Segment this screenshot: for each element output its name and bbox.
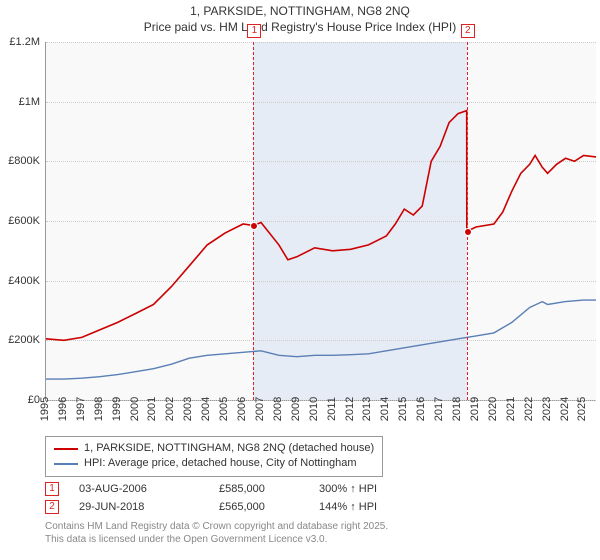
x-tick-label: 2012	[344, 394, 356, 424]
series-svg	[46, 42, 596, 400]
x-tick-label: 1995	[39, 394, 51, 424]
plot-background: 12	[45, 42, 596, 401]
x-tick-label: 2018	[451, 394, 463, 424]
title-line-2: Price paid vs. HM Land Registry's House …	[0, 20, 600, 36]
sales-row: 1 03-AUG-2006 £585,000 300% ↑ HPI	[45, 480, 419, 498]
x-tick-label: 2016	[415, 394, 427, 424]
x-tick-label: 2000	[129, 394, 141, 424]
series-hpi	[46, 300, 596, 379]
title-line-1: 1, PARKSIDE, NOTTINGHAM, NG8 2NQ	[0, 4, 600, 20]
marker-dot	[250, 222, 258, 230]
title-block: 1, PARKSIDE, NOTTINGHAM, NG8 2NQ Price p…	[0, 0, 600, 35]
x-tick-label: 1998	[93, 394, 105, 424]
x-tick-label: 1996	[57, 394, 69, 424]
sale-marker-badge: 2	[45, 500, 59, 514]
series-price_paid	[46, 111, 596, 341]
x-tick-label: 2017	[433, 394, 445, 424]
x-tick-label: 2021	[505, 394, 517, 424]
x-tick-label: 2009	[290, 394, 302, 424]
x-tick-label: 2023	[541, 394, 553, 424]
legend-label: 1, PARKSIDE, NOTTINGHAM, NG8 2NQ (detach…	[84, 441, 374, 456]
y-tick-label: £600K	[0, 215, 40, 227]
x-tick-label: 1999	[111, 394, 123, 424]
footer: Contains HM Land Registry data © Crown c…	[45, 520, 388, 546]
marker-vline	[467, 42, 468, 400]
y-tick-label: £0	[0, 394, 40, 406]
sales-table: 1 03-AUG-2006 £585,000 300% ↑ HPI 2 29-J…	[45, 480, 419, 516]
sale-marker-badge: 1	[45, 482, 59, 496]
x-tick-label: 2003	[182, 394, 194, 424]
x-tick-label: 2005	[218, 394, 230, 424]
sales-row: 2 29-JUN-2018 £565,000 144% ↑ HPI	[45, 498, 419, 516]
x-tick-label: 2010	[308, 394, 320, 424]
marker-label-box: 2	[461, 24, 475, 38]
sale-delta: 300% ↑ HPI	[319, 483, 419, 495]
legend-swatch	[54, 463, 78, 465]
x-tick-label: 2008	[272, 394, 284, 424]
sale-price: £585,000	[219, 483, 299, 495]
sale-price: £565,000	[219, 501, 299, 513]
sale-date: 03-AUG-2006	[79, 483, 199, 495]
x-tick-label: 1997	[75, 394, 87, 424]
legend-item: HPI: Average price, detached house, City…	[54, 456, 374, 471]
x-tick-label: 2004	[200, 394, 212, 424]
x-tick-label: 2024	[559, 394, 571, 424]
x-tick-label: 2019	[469, 394, 481, 424]
x-tick-label: 2020	[487, 394, 499, 424]
x-tick-label: 2011	[326, 394, 338, 424]
y-tick-label: £1M	[0, 96, 40, 108]
legend-label: HPI: Average price, detached house, City…	[84, 456, 357, 471]
y-tick-label: £400K	[0, 275, 40, 287]
x-tick-label: 2013	[361, 394, 373, 424]
chart-area: 12 £0£200K£400K£600K£800K£1M£1.2M 199519…	[45, 42, 595, 400]
y-tick-label: £1.2M	[0, 36, 40, 48]
legend: 1, PARKSIDE, NOTTINGHAM, NG8 2NQ (detach…	[45, 436, 383, 477]
x-tick-label: 2006	[236, 394, 248, 424]
x-tick-label: 2015	[397, 394, 409, 424]
y-tick-label: £800K	[0, 155, 40, 167]
chart-container: 1, PARKSIDE, NOTTINGHAM, NG8 2NQ Price p…	[0, 0, 600, 560]
y-tick-label: £200K	[0, 334, 40, 346]
legend-swatch	[54, 448, 78, 450]
x-tick-label: 2007	[254, 394, 266, 424]
x-tick-label: 2002	[164, 394, 176, 424]
x-tick-label: 2001	[146, 394, 158, 424]
sale-delta: 144% ↑ HPI	[319, 501, 419, 513]
x-tick-label: 2025	[576, 394, 588, 424]
sale-date: 29-JUN-2018	[79, 501, 199, 513]
x-tick-label: 2022	[523, 394, 535, 424]
x-tick-label: 2014	[379, 394, 391, 424]
legend-item: 1, PARKSIDE, NOTTINGHAM, NG8 2NQ (detach…	[54, 441, 374, 456]
footer-line: This data is licensed under the Open Gov…	[45, 533, 388, 546]
marker-vline	[253, 42, 254, 400]
marker-label-box: 1	[247, 24, 261, 38]
footer-line: Contains HM Land Registry data © Crown c…	[45, 520, 388, 533]
marker-dot	[464, 228, 472, 236]
